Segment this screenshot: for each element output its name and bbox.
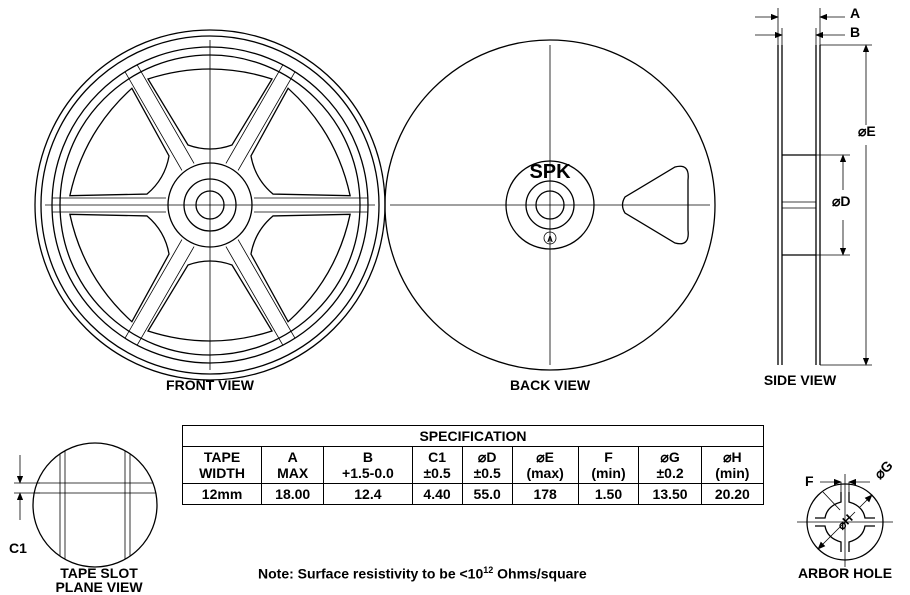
tape-slot-view <box>14 430 170 580</box>
table-cell: 178 <box>512 484 578 505</box>
table-cell: 4.40 <box>412 484 462 505</box>
outline-use <box>61 179 192 326</box>
note-exponent: 12 <box>483 565 493 575</box>
table-title: SPECIFICATION <box>183 426 764 447</box>
note-text: Note: Surface resistivity to be <10 <box>258 566 483 582</box>
header-line: F <box>581 449 637 465</box>
dim-label: A <box>850 5 860 21</box>
dim-label: C1 <box>9 540 27 556</box>
header-line: ±0.5 <box>415 465 460 481</box>
table-cell: 12mm <box>183 484 262 505</box>
header-cell: B+1.5-0.0 <box>324 447 412 484</box>
table-cell: 55.0 <box>462 484 512 505</box>
view-label: PLANE VIEW <box>55 579 143 595</box>
header-cell: C1±0.5 <box>412 447 462 484</box>
view-label: BACK VIEW <box>510 377 591 393</box>
back-view <box>385 40 715 370</box>
header-line: WIDTH <box>185 465 259 481</box>
table-cell: 1.50 <box>578 484 639 505</box>
header-line: (min) <box>581 465 637 481</box>
reel-label: SPK <box>529 161 571 183</box>
header-cell: ⌀E(max) <box>512 447 578 484</box>
outline-line <box>818 537 830 549</box>
drawing-sheet: FRONT VIEW SPK A BACK VIEW A B ⌀E ⌀D SID… <box>0 0 910 595</box>
header-line: ±0.5 <box>465 465 510 481</box>
dim-label: ⌀D <box>832 193 851 209</box>
note-text: Ohms/square <box>493 566 586 582</box>
dim-label: ⌀G <box>871 457 896 482</box>
outline-g <box>125 240 194 346</box>
header-cell: ⌀G±0.2 <box>639 447 701 484</box>
header-line: ⌀G <box>641 449 698 465</box>
note: Note: Surface resistivity to be <1012 Oh… <box>258 565 587 582</box>
header-cell: ⌀D±0.5 <box>462 447 512 484</box>
outline-use <box>61 83 192 230</box>
outline-g <box>226 240 295 346</box>
header-line: C1 <box>415 449 460 465</box>
header-line: ±0.2 <box>641 465 698 481</box>
header-cell: ⌀H(min) <box>701 447 763 484</box>
header-line: (max) <box>515 465 576 481</box>
header-line: (min) <box>704 465 761 481</box>
header-line: TAPE <box>185 449 259 465</box>
table-cell: 18.00 <box>262 484 324 505</box>
drawing: FRONT VIEW SPK A BACK VIEW A B ⌀E ⌀D SID… <box>0 0 910 595</box>
outline-line <box>860 495 872 507</box>
outline-g <box>125 65 194 171</box>
table-cell: 20.20 <box>701 484 763 505</box>
header-line: A <box>264 449 321 465</box>
outline-use <box>227 83 358 230</box>
front-view <box>35 30 385 380</box>
reel-mark: A <box>547 235 553 244</box>
dim-label: B <box>850 24 860 40</box>
outline-use <box>227 179 358 326</box>
outline-g <box>226 65 295 171</box>
header-line: ⌀H <box>704 449 761 465</box>
side-view <box>755 8 872 365</box>
header-line: +1.5-0.0 <box>326 465 409 481</box>
header-line: MAX <box>264 465 321 481</box>
view-label: ARBOR HOLE <box>798 565 892 581</box>
header-line: ⌀E <box>515 449 576 465</box>
view-label: FRONT VIEW <box>166 377 255 393</box>
table-cell: 13.50 <box>639 484 701 505</box>
header-line: B <box>326 449 409 465</box>
outline-g <box>20 430 170 580</box>
header-line: ⌀D <box>465 449 510 465</box>
view-label: SIDE VIEW <box>764 372 837 388</box>
table-cell: 12.4 <box>324 484 412 505</box>
header-cell: F(min) <box>578 447 639 484</box>
dim-label: ⌀E <box>858 123 876 139</box>
outline-circle <box>33 443 157 567</box>
dim-label: F <box>805 473 814 489</box>
